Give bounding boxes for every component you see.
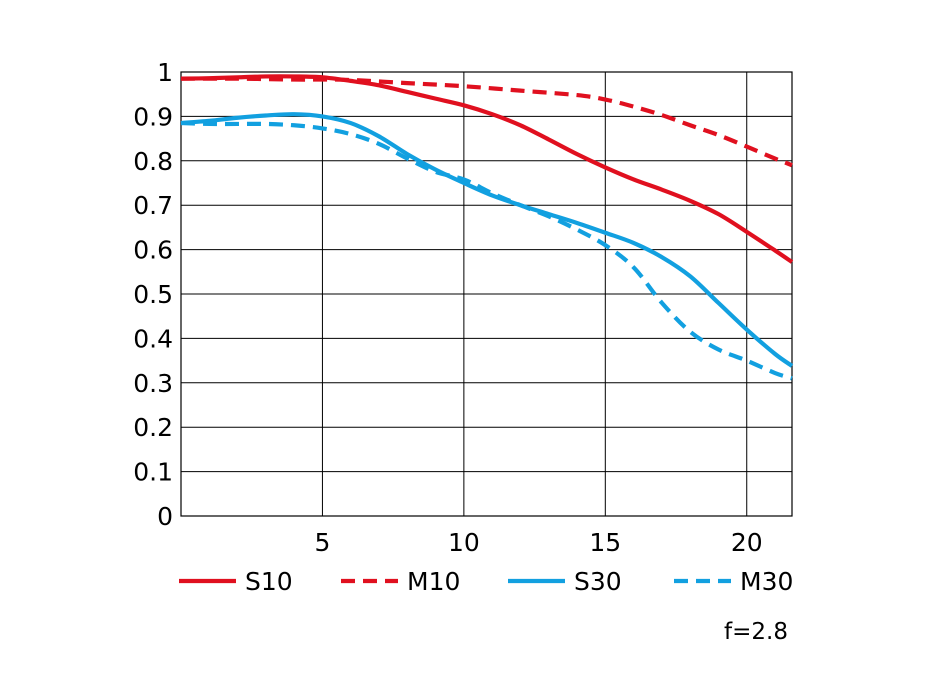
grid-lines: [181, 72, 792, 516]
legend-s10-label: S10: [245, 567, 293, 596]
legend-m10-label: M10: [407, 567, 460, 596]
x-tick-label: 20: [731, 528, 763, 557]
y-tick-label: 0: [157, 502, 173, 531]
y-tick-label: 0.7: [133, 191, 173, 220]
aperture-note: f=2.8: [724, 619, 788, 645]
y-tick-label: 0.9: [133, 102, 173, 131]
plot-frame: [180, 71, 793, 517]
x-tick-label: 5: [314, 528, 330, 557]
series-s30-line: [180, 112, 794, 368]
tick-labels: 00.10.20.30.40.50.60.70.80.915 10 15 20: [133, 58, 762, 557]
legend: S10 M10 S30 M30: [179, 567, 793, 596]
y-tick-label: 0.3: [133, 369, 173, 398]
y-tick-label: 0.4: [133, 324, 173, 353]
y-tick-label: 0.1: [133, 458, 173, 487]
series-s10-line: [180, 74, 794, 264]
y-tick-label: 0.2: [133, 413, 173, 442]
y-tick-label: 0.6: [133, 236, 173, 265]
x-tick-label: 15: [589, 528, 621, 557]
series-m10-line: [180, 76, 793, 168]
x-tick-label: 10: [448, 528, 480, 557]
legend-s30-label: S30: [574, 567, 622, 596]
series-m30-line: [180, 120, 793, 381]
y-tick-label: 0.8: [133, 147, 173, 176]
y-tick-label: 0.5: [133, 280, 173, 309]
y-tick-label: 1: [157, 58, 173, 87]
series-lines: [180, 74, 794, 381]
legend-m30-label: M30: [740, 567, 793, 596]
